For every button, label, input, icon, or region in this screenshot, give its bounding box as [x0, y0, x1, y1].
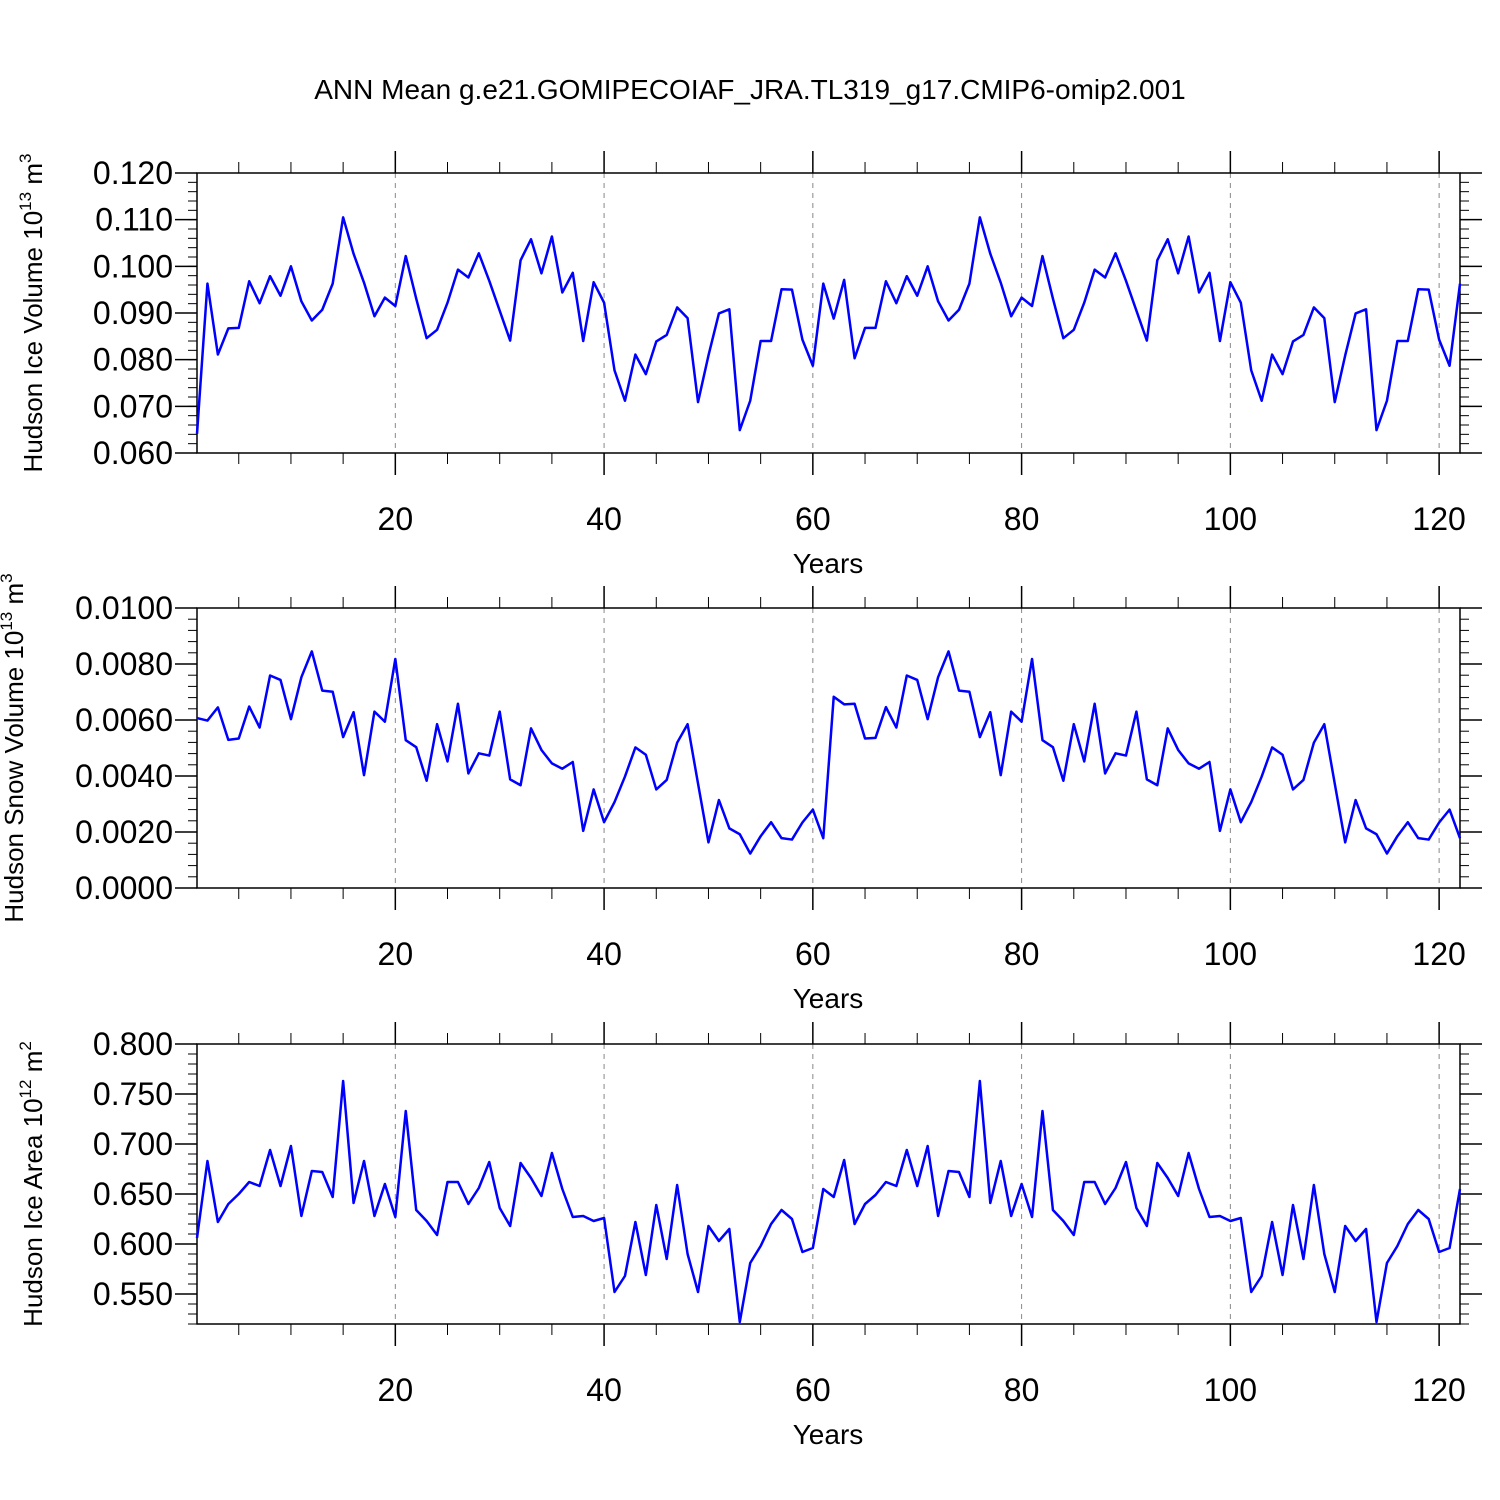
y-tick-label: 0.090 [93, 295, 173, 331]
y-axis-label-superscript: 3 [16, 154, 35, 163]
y-tick-label: 0.0080 [75, 646, 173, 682]
y-tick-label: 0.120 [93, 155, 173, 191]
x-tick-label: 20 [378, 501, 414, 537]
x-tick-label: 60 [795, 501, 831, 537]
x-tick-label: 100 [1204, 501, 1257, 537]
y-tick-label: 0.800 [93, 1026, 173, 1062]
y-tick-label: 0.600 [93, 1226, 173, 1262]
y-axis-label-text: m [18, 163, 48, 192]
x-tick-label: 80 [1004, 501, 1040, 537]
plot-frame [196, 607, 1461, 889]
x-tick-label: 80 [1004, 1372, 1040, 1408]
x-axis-label: Years [793, 548, 864, 579]
y-axis-label: Hudson Ice Volume 1013 m3 [16, 154, 48, 473]
y-axis-label: Hudson Ice Area 1012 m2 [16, 1041, 48, 1327]
x-tick-label: 40 [586, 501, 622, 537]
x-tick-label: 60 [795, 936, 831, 972]
x-tick-label: 60 [795, 1372, 831, 1408]
y-tick-label: 0.0060 [75, 702, 173, 738]
figure-title: ANN Mean g.e21.GOMIPECOIAF_JRA.TL319_g17… [314, 74, 1186, 105]
x-tick-label: 120 [1412, 501, 1465, 537]
y-axis-label-superscript: 2 [16, 1041, 35, 1050]
x-axis-label: Years [793, 983, 864, 1014]
y-axis-label-text: m [18, 1051, 48, 1080]
series-line [196, 650, 1462, 855]
y-tick-label: 0.0020 [75, 814, 173, 850]
x-tick-label: 20 [378, 936, 414, 972]
y-axis-label-superscript: 3 [0, 573, 16, 582]
panel-2: 0.0000 0.0020 0.0040 0.0060 0.0080 0.0100 20 40… [0, 573, 1482, 1014]
x-tick-label: 100 [1204, 1372, 1257, 1408]
y-axis-label-superscript: 12 [16, 1080, 35, 1099]
y-tick-label: 0.750 [93, 1076, 173, 1112]
series-line [195, 1079, 1462, 1324]
x-tick-label: 120 [1412, 936, 1465, 972]
x-tick-label: 80 [1004, 936, 1040, 972]
y-tick-label: 0.110 [95, 202, 173, 238]
y-tick-label: 0.070 [93, 388, 173, 424]
y-tick-label: 0.100 [93, 248, 173, 284]
y-tick-label: 0.0040 [75, 758, 173, 794]
y-axis-label-superscript: 13 [0, 612, 16, 631]
y-axis-label-text: Hudson Ice Area 10 [18, 1098, 48, 1326]
series-line [195, 216, 1462, 434]
y-axis-label-text: Hudson Ice Volume 10 [18, 211, 48, 473]
panel-1: 0.060 0.070 0.080 0.090 0.100 0.110 0.120 20 40 6… [16, 151, 1482, 579]
y-axis-label-superscript: 13 [16, 192, 35, 211]
y-tick-label: 0.0100 [75, 590, 173, 626]
x-tick-label: 120 [1412, 1372, 1465, 1408]
y-axis-label: Hudson Snow Volume 1013 m3 [0, 573, 29, 922]
y-tick-label: 0.080 [93, 342, 173, 378]
panel-3: 0.550 0.600 0.650 0.700 0.750 0.800 20 40 60 80 10… [16, 1022, 1482, 1450]
y-tick-label: 0.550 [93, 1276, 173, 1312]
y-tick-label: 0.700 [93, 1126, 173, 1162]
y-tick-label: 0.0000 [75, 870, 173, 906]
x-tick-label: 40 [586, 1372, 622, 1408]
y-axis-label-text: Hudson Snow Volume 10 [0, 631, 29, 923]
x-tick-label: 40 [586, 936, 622, 972]
x-tick-label: 100 [1204, 936, 1257, 972]
plot-frame [196, 172, 1461, 454]
x-tick-label: 20 [378, 1372, 414, 1408]
x-axis-label: Years [793, 1419, 864, 1450]
y-tick-label: 0.650 [93, 1176, 173, 1212]
y-tick-label: 0.060 [93, 435, 173, 471]
y-axis-label-text: m [0, 583, 29, 612]
plot-frame [196, 1043, 1461, 1325]
